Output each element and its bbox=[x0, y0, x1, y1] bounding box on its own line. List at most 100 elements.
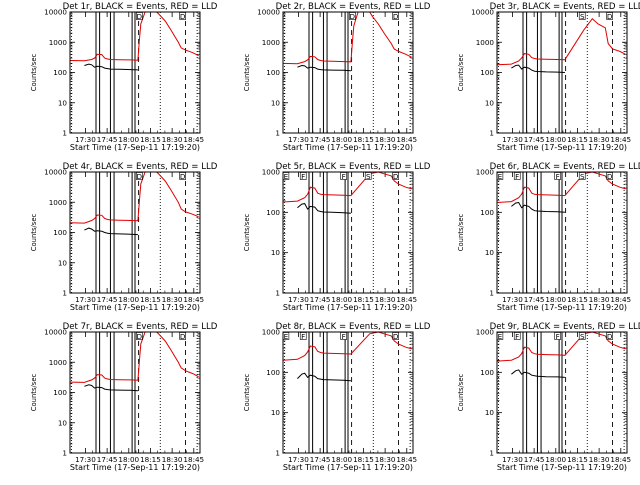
annotation-label: D bbox=[180, 172, 186, 181]
x-tick-label: 18:00 bbox=[331, 135, 352, 144]
x-axis-label: Start Time (17-Sep-11 17:19:20) bbox=[497, 463, 627, 472]
detector-panel: Det 7r, BLACK = Events, RED = LLD Counts/… bbox=[30, 322, 218, 472]
plot-frame bbox=[496, 11, 628, 134]
panel-title: Det 4r, BLACK = Events, RED = LLD bbox=[63, 162, 218, 172]
series-lld-line bbox=[497, 17, 626, 66]
y-tick-label: 1000 bbox=[476, 168, 495, 177]
x-tick-label: 17:45 bbox=[97, 455, 118, 464]
y-axis-label: Counts/sec bbox=[243, 374, 251, 412]
y-tick-label: 100 bbox=[480, 68, 494, 77]
y-tick-label: 10 bbox=[271, 248, 281, 257]
x-tick-label: 18:45 bbox=[610, 455, 631, 464]
series-events-line bbox=[84, 63, 138, 71]
x-tick-label: 18:15 bbox=[567, 295, 588, 304]
annotation-label: E bbox=[498, 172, 503, 181]
x-tick-label: 18:30 bbox=[375, 295, 396, 304]
y-tick-label: 10 bbox=[485, 248, 495, 257]
y-tick-label: 10000 bbox=[471, 8, 494, 17]
y-tick-label: 1000 bbox=[476, 328, 495, 337]
y-axis-label: Counts/sec bbox=[457, 214, 465, 252]
occultation-band bbox=[536, 171, 542, 294]
annotation-label: D bbox=[607, 332, 613, 341]
annotation-label: S bbox=[580, 332, 585, 341]
x-tick-label: 17:30 bbox=[288, 135, 309, 144]
occultation-band bbox=[522, 11, 528, 134]
x-tick-label: 18:45 bbox=[183, 295, 204, 304]
x-tick-label: 17:30 bbox=[75, 135, 96, 144]
y-axis-label: Counts/sec bbox=[457, 374, 465, 412]
x-tick-label: 18:45 bbox=[183, 135, 204, 144]
series-events-line bbox=[297, 203, 351, 214]
annotation-label: D bbox=[180, 12, 186, 21]
x-tick-label: 17:45 bbox=[310, 295, 331, 304]
panel-title: Det 6r, BLACK = Events, RED = LLD bbox=[490, 162, 640, 172]
plot-frame bbox=[69, 11, 201, 134]
y-tick-label: 100 bbox=[53, 228, 67, 237]
y-tick-label: 1 bbox=[489, 289, 494, 298]
y-tick-label: 10000 bbox=[44, 8, 67, 17]
plot-frame bbox=[282, 331, 414, 454]
y-tick-label: 1000 bbox=[262, 168, 281, 177]
plot-frame bbox=[69, 331, 201, 454]
x-tick-label: 18:15 bbox=[567, 135, 588, 144]
x-tick-label: 18:15 bbox=[140, 295, 161, 304]
x-tick-label: 18:00 bbox=[545, 135, 566, 144]
annotation-label: D bbox=[180, 332, 186, 341]
x-axis-label: Start Time (17-Sep-11 17:19:20) bbox=[283, 463, 413, 472]
occultation-band bbox=[536, 331, 542, 454]
x-tick-label: 18:15 bbox=[353, 135, 374, 144]
y-tick-label: 1 bbox=[275, 449, 280, 458]
y-tick-label: 1000 bbox=[476, 38, 495, 47]
series-lld-line bbox=[283, 332, 412, 361]
y-tick-label: 1 bbox=[275, 289, 280, 298]
y-tick-label: 1000 bbox=[262, 328, 281, 337]
annotation-label: E bbox=[284, 332, 289, 341]
annotation-label: D bbox=[607, 172, 613, 181]
series-lld-line bbox=[283, 172, 412, 203]
annotation-label: F bbox=[556, 332, 560, 341]
occultation-band bbox=[95, 11, 101, 134]
y-tick-label: 1 bbox=[62, 449, 67, 458]
x-tick-label: 18:30 bbox=[162, 295, 183, 304]
y-tick-label: 100 bbox=[480, 368, 494, 377]
occultation-band bbox=[558, 331, 563, 454]
y-tick-label: 1 bbox=[62, 129, 67, 138]
annotation-label: D bbox=[137, 172, 143, 181]
annotation-label: S bbox=[366, 172, 371, 181]
detector-panel: Det 5r, BLACK = Events, RED = LLD Counts/… bbox=[243, 162, 431, 312]
x-tick-label: 18:15 bbox=[140, 455, 161, 464]
panel-title: Det 8r, BLACK = Events, RED = LLD bbox=[276, 322, 431, 332]
x-axis-label: Start Time (17-Sep-11 17:19:20) bbox=[283, 143, 413, 152]
x-tick-label: 17:45 bbox=[524, 455, 545, 464]
x-tick-label: 17:45 bbox=[310, 135, 331, 144]
x-tick-label: 18:30 bbox=[589, 295, 610, 304]
occultation-band bbox=[344, 171, 349, 294]
y-axis-label: Counts/sec bbox=[30, 374, 38, 412]
y-tick-label: 1000 bbox=[49, 38, 68, 47]
x-tick-label: 18:30 bbox=[375, 135, 396, 144]
annotation-label: D bbox=[137, 332, 143, 341]
occultation-band bbox=[322, 331, 328, 454]
panel-title: Det 2r, BLACK = Events, RED = LLD bbox=[276, 2, 431, 12]
y-tick-label: 10 bbox=[485, 98, 495, 107]
series-lld-line bbox=[70, 332, 199, 383]
x-tick-label: 18:00 bbox=[118, 455, 139, 464]
x-tick-label: 18:30 bbox=[589, 455, 610, 464]
series-events-line bbox=[84, 384, 138, 392]
x-tick-label: 18:15 bbox=[353, 295, 374, 304]
series-lld-line bbox=[70, 172, 199, 224]
panel-title: Det 7r, BLACK = Events, RED = LLD bbox=[63, 322, 218, 332]
occultation-band bbox=[131, 11, 136, 134]
annotation-label: F bbox=[515, 332, 519, 341]
panel-title: Det 1r, BLACK = Events, RED = LLD bbox=[63, 2, 218, 12]
occultation-band bbox=[109, 11, 115, 134]
x-tick-label: 17:30 bbox=[502, 455, 523, 464]
annotation-label: F bbox=[342, 172, 346, 181]
y-tick-label: 100 bbox=[53, 68, 67, 77]
x-axis-label: Start Time (17-Sep-11 17:19:20) bbox=[497, 303, 627, 312]
series-lld-line bbox=[497, 172, 626, 203]
y-tick-label: 10 bbox=[58, 98, 68, 107]
x-tick-label: 18:30 bbox=[589, 135, 610, 144]
x-tick-label: 18:15 bbox=[353, 455, 374, 464]
